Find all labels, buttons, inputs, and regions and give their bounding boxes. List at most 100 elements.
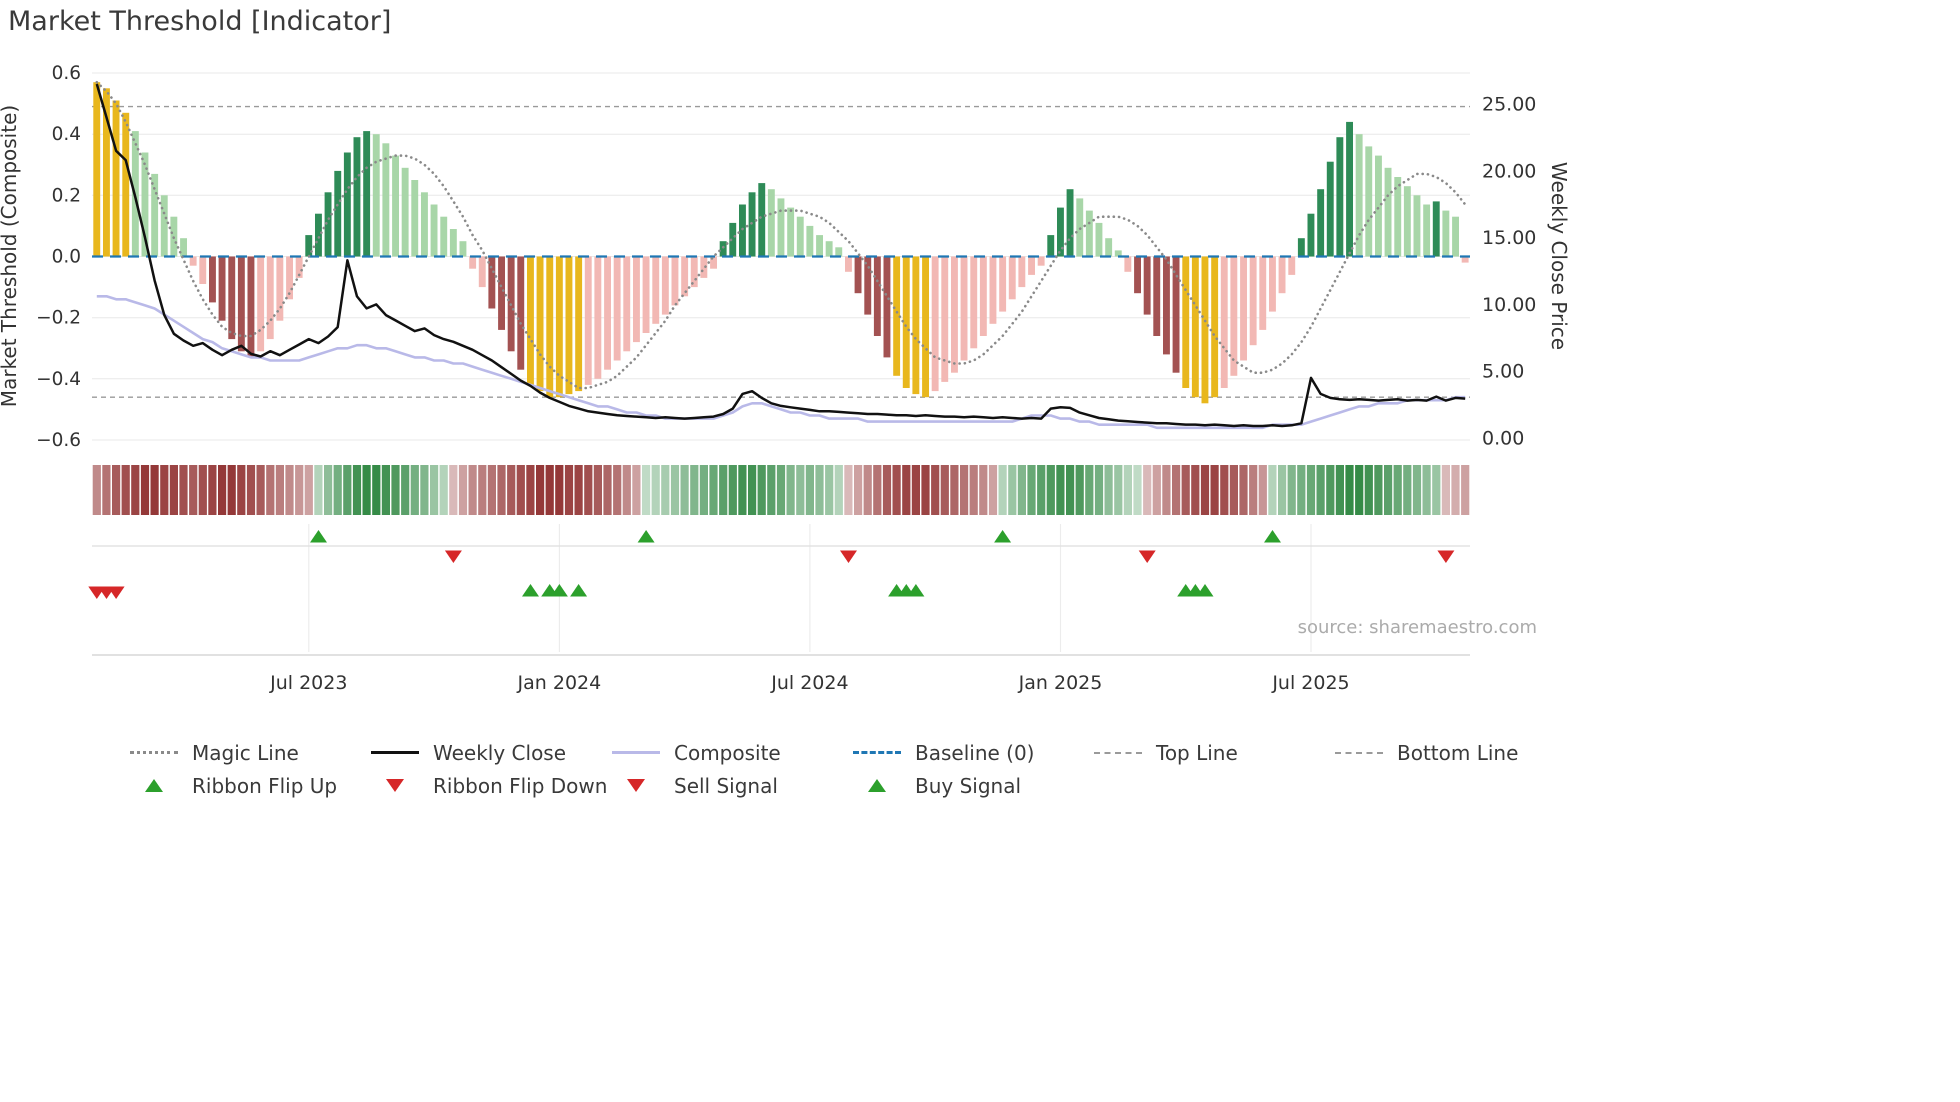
ribbon-cell	[246, 465, 256, 515]
histogram-bar	[218, 256, 226, 321]
ribbon-cell	[854, 465, 863, 515]
histogram-bar	[430, 204, 438, 257]
histogram-bar	[864, 256, 872, 315]
ribbon-cell	[1046, 465, 1055, 515]
ribbon-cell	[1297, 465, 1306, 515]
ribbon-cell	[613, 465, 622, 515]
weekly-close-line	[95, 83, 1466, 428]
ribbon-cell	[863, 465, 872, 515]
histogram-bar	[883, 256, 891, 358]
histogram-bar	[1018, 256, 1026, 288]
legend-swatch-box	[130, 778, 178, 794]
histogram-bar	[1317, 189, 1325, 257]
ribbon-cell	[507, 465, 516, 515]
histogram-bar	[151, 173, 159, 257]
ribbon-cell	[362, 465, 371, 515]
histogram-bar	[941, 256, 949, 382]
histogram-bar	[1326, 161, 1334, 257]
ribbon-cell	[1152, 465, 1161, 515]
histogram-bar	[796, 216, 804, 257]
ribbon-cell	[1085, 465, 1094, 515]
right-tick-label: 20.00	[1482, 160, 1536, 182]
dashed-gray-line-swatch	[1335, 751, 1383, 754]
ribbon-cell	[516, 465, 525, 515]
ribbon-cell	[979, 465, 988, 515]
ribbon-cell	[1172, 465, 1181, 515]
legend-label: Magic Line	[192, 740, 299, 765]
ribbon-cell	[391, 465, 400, 515]
histogram-bar	[276, 256, 284, 321]
histogram-bar	[353, 137, 361, 257]
histogram-bar	[257, 256, 265, 352]
ribbon-cell	[275, 465, 284, 515]
ribbon-cell	[1364, 465, 1373, 515]
legend-label: Composite	[674, 740, 781, 765]
histogram-bar	[1028, 256, 1035, 275]
histogram-bar	[613, 256, 621, 361]
histogram-bar	[633, 256, 640, 343]
ribbon-cell	[1123, 465, 1132, 515]
ribbon-cell	[1133, 465, 1142, 515]
dashed-blue-line-swatch	[853, 751, 901, 754]
ribbon-cell	[1220, 465, 1229, 515]
ribbon-flip-up-marker	[994, 530, 1012, 543]
legend-item-ribbon-flip-down: Ribbon Flip Down	[371, 774, 612, 798]
market-threshold-chart: 0.6 0.4 0.2 0.0 −0.2 −0.4 −0.6 25.00 20.00 15.00 1…	[0, 63, 1571, 694]
ribbon-cell	[1335, 465, 1344, 515]
ribbon-flip-down-marker	[840, 550, 857, 563]
ribbon-cell	[776, 465, 786, 515]
ribbon-cell	[352, 465, 362, 515]
ribbon-cell	[651, 465, 660, 515]
ribbon-cell	[834, 465, 843, 515]
ribbon-cell	[603, 465, 612, 515]
ribbon-flip-up-marker	[1264, 530, 1281, 543]
legend-row-1: Magic Line Weekly Close Composite Baseline …	[130, 736, 1576, 769]
histogram-bar	[1201, 256, 1209, 404]
ribbon-cell	[815, 465, 824, 515]
ribbon-cell	[690, 465, 699, 515]
histogram-bar	[719, 241, 727, 257]
left-tick-label: −0.2	[36, 308, 81, 329]
histogram-bar	[199, 256, 207, 284]
ribbon-cell	[1191, 465, 1200, 515]
histogram-bar	[931, 256, 939, 392]
ribbon-cell	[218, 465, 227, 515]
histogram-bar	[498, 256, 505, 330]
ribbon-cell	[1066, 465, 1075, 515]
histogram-bar	[372, 134, 380, 257]
histogram-bar	[1057, 207, 1064, 257]
ribbon-cell	[719, 465, 728, 515]
histogram-bar	[1240, 256, 1247, 361]
magic-line	[95, 80, 1467, 390]
left-axis-title: Market Threshold (Composite)	[0, 105, 21, 407]
histogram-bar	[912, 256, 920, 395]
histogram-bar	[1394, 177, 1402, 257]
ribbon-cell	[140, 465, 150, 515]
ribbon-cell	[1094, 465, 1104, 515]
histogram-bar	[1355, 134, 1363, 257]
ribbon-cell	[661, 465, 670, 515]
ribbon-cell	[1249, 465, 1258, 515]
ribbon-cell	[998, 465, 1007, 515]
histogram-bar	[122, 112, 130, 257]
buy-signal-marker	[522, 584, 539, 597]
solid-purple-line-swatch	[612, 751, 660, 754]
legend-label: Bottom Line	[1397, 740, 1519, 765]
histogram-bar	[960, 256, 968, 361]
ribbon-cell	[1412, 465, 1422, 515]
ribbon-cell	[372, 465, 381, 515]
ribbon-cell	[468, 465, 477, 515]
histogram-bar	[1153, 256, 1161, 336]
histogram-bar	[902, 256, 910, 388]
histogram-bar	[488, 256, 496, 309]
legend-label: Ribbon Flip Up	[192, 773, 338, 798]
histogram-bar	[1375, 155, 1382, 257]
sell-signal-marker	[107, 586, 125, 599]
histogram-bar	[1288, 256, 1296, 275]
histogram-bar	[266, 256, 274, 340]
x-tick-label: Jan 2025	[1018, 672, 1103, 694]
histogram-bar	[1085, 210, 1093, 257]
ribbon-cell	[381, 465, 390, 515]
histogram-bar	[1066, 189, 1074, 257]
histogram-bar	[527, 256, 534, 385]
